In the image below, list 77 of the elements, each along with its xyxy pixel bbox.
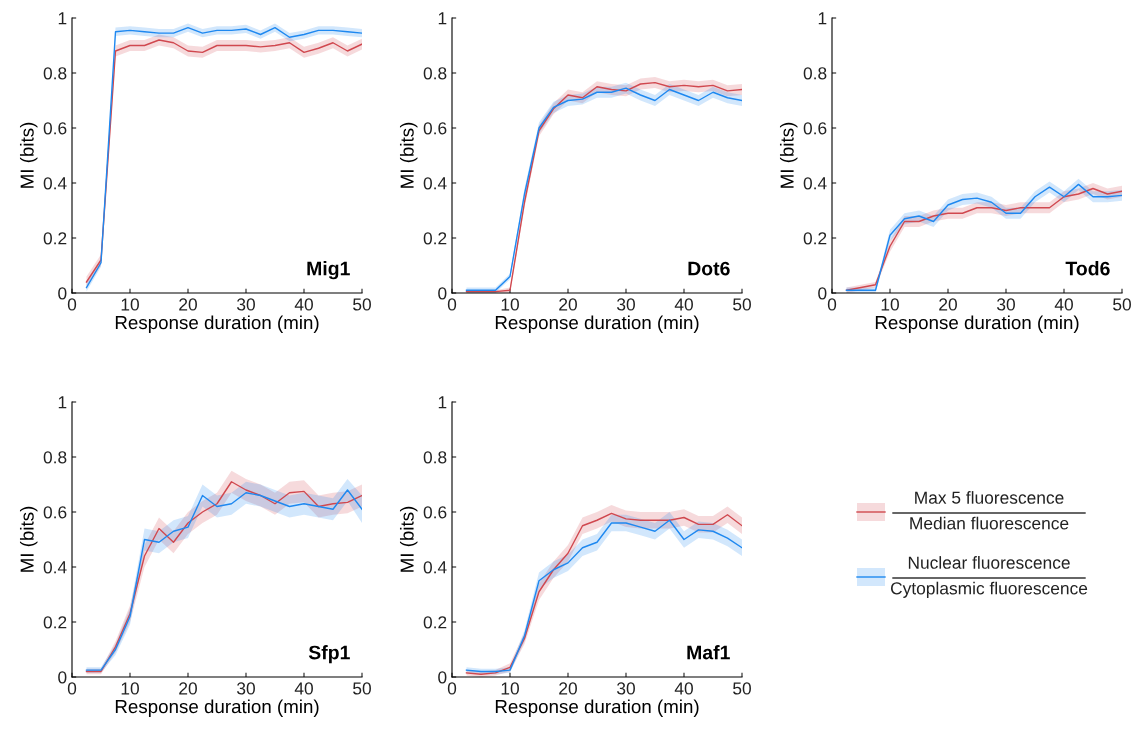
y-tick-label: 0.8 <box>43 451 67 464</box>
annotation: Dot6 <box>688 261 730 276</box>
y-tick-label: 0.4 <box>43 177 67 190</box>
x-tick-label: 20 <box>179 298 197 311</box>
y-tick-label: 1 <box>58 396 67 409</box>
y-tick-label: 0.6 <box>423 506 447 519</box>
x-tick-label: 30 <box>237 298 255 311</box>
x-tick-label: 30 <box>617 298 635 311</box>
y-tick-label: 0.8 <box>803 67 827 80</box>
y-axis-title: MI (bits) <box>399 122 418 188</box>
y-tick-label: 0.6 <box>43 122 67 135</box>
x-axis-title: Response duration (min) <box>495 699 699 717</box>
x-tick-label: 20 <box>939 298 957 311</box>
x-tick-label: 40 <box>294 298 313 311</box>
x-tick-label: 10 <box>501 682 519 695</box>
y-tick-label: 0.4 <box>803 177 827 190</box>
y-axis-title: MI (bits) <box>779 122 798 188</box>
x-tick-label: 50 <box>733 682 751 695</box>
x-tick-label: 50 <box>1113 298 1131 311</box>
x-tick-label: 30 <box>237 682 255 695</box>
x-tick-label: 40 <box>674 298 693 311</box>
y-tick-label: 1 <box>438 396 447 409</box>
y-tick-label: 0 <box>58 287 67 300</box>
y-axis-title: MI (bits) <box>19 122 38 188</box>
y-tick-label: 0.8 <box>43 67 67 80</box>
x-tick-label: 50 <box>353 298 371 311</box>
y-tick-label: 0.4 <box>423 177 447 190</box>
x-tick-label: 20 <box>559 298 577 311</box>
x-tick-label: 50 <box>353 682 371 695</box>
x-axis-title: Response duration (min) <box>115 315 319 333</box>
y-tick-label: 1 <box>438 12 447 25</box>
x-tick-label: 0 <box>67 682 77 695</box>
annotation: Sfp1 <box>308 645 350 664</box>
y-tick-label: 0 <box>58 671 67 684</box>
annotation: Tod6 <box>1065 261 1110 276</box>
y-tick-label: 1 <box>818 12 827 25</box>
x-tick-label: 40 <box>674 682 693 695</box>
x-tick-label: 20 <box>179 682 197 695</box>
x-tick-label: 0 <box>447 682 457 695</box>
y-tick-label: 0.6 <box>803 122 827 135</box>
y-tick-label: 0.4 <box>423 561 447 574</box>
x-axis-title: Response duration (min) <box>115 699 319 717</box>
x-tick-label: 40 <box>294 682 313 695</box>
x-tick-label: 30 <box>997 298 1015 311</box>
y-tick-label: 0 <box>818 287 827 300</box>
y-tick-label: 0.2 <box>43 616 67 629</box>
x-tick-label: 0 <box>447 298 457 311</box>
annotation: Maf1 <box>687 645 730 660</box>
y-tick-label: 0.8 <box>423 67 447 80</box>
y-tick-label: 0.2 <box>803 232 827 245</box>
y-tick-label: 0.2 <box>423 616 447 629</box>
x-tick-label: 10 <box>881 298 899 311</box>
x-tick-label: 10 <box>121 682 139 695</box>
y-tick-label: 0 <box>438 287 447 300</box>
x-axis-title: Response duration (min) <box>495 315 699 333</box>
x-tick-label: 20 <box>559 682 577 695</box>
x-tick-label: 40 <box>1054 298 1073 311</box>
y-tick-label: 0.6 <box>423 122 447 135</box>
y-tick-label: 0.8 <box>423 451 447 464</box>
x-tick-label: 50 <box>733 298 751 311</box>
x-tick-label: 10 <box>121 298 139 311</box>
y-tick-label: 1 <box>58 12 67 25</box>
legend-label: Max 5 fluorescence Median fluorescence <box>910 491 1069 530</box>
y-tick-label: 0.2 <box>423 232 447 245</box>
x-axis-title: Response duration (min) <box>875 315 1079 333</box>
x-tick-label: 0 <box>67 298 77 311</box>
y-tick-label: 0.6 <box>43 506 67 519</box>
y-axis-title: MI (bits) <box>19 506 38 572</box>
y-tick-label: 0.4 <box>43 561 67 574</box>
y-tick-label: 0.2 <box>43 232 67 245</box>
annotation: Mig1 <box>307 261 350 280</box>
x-tick-label: 30 <box>617 682 635 695</box>
x-tick-label: 10 <box>501 298 519 311</box>
x-tick-label: 0 <box>827 298 837 311</box>
y-tick-label: 0 <box>438 671 447 684</box>
text: Nuclear fluorescence Cytoplasmic fluorescence <box>890 556 1088 598</box>
y-axis-title: MI (bits) <box>399 506 418 572</box>
